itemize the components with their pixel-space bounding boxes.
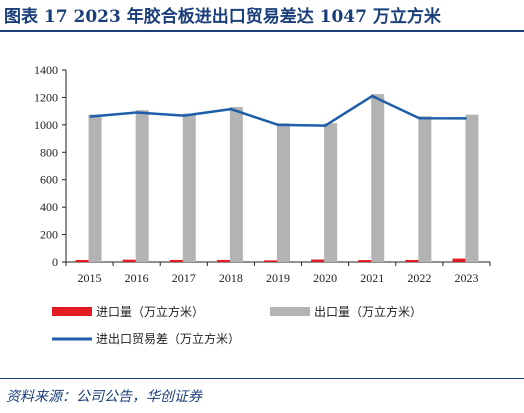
legend-label: 进出口贸易差（万立方米）: [96, 331, 240, 346]
import-bar: [122, 259, 136, 262]
y-tick-label: 800: [40, 145, 58, 159]
import-bars: [75, 258, 466, 262]
y-tick-label: 1000: [34, 118, 58, 132]
import-bar: [216, 259, 230, 262]
export-bar: [371, 94, 385, 262]
import-bar: [311, 259, 325, 262]
legend-label: 进口量（万立方米）: [96, 304, 204, 319]
import-bar: [75, 259, 89, 262]
balance-line-layer: [89, 94, 467, 127]
export-bars: [88, 94, 479, 263]
y-tick-label: 0: [52, 255, 58, 269]
import-bar: [264, 260, 277, 262]
y-tick-label: 600: [40, 173, 58, 187]
y-tick-label: 400: [40, 200, 58, 214]
export-bar: [88, 114, 102, 262]
x-tick-label: 2018: [219, 271, 243, 285]
import-bar: [452, 258, 466, 262]
import-bar: [169, 259, 183, 262]
x-tick-label: 2021: [360, 271, 384, 285]
import-bar: [358, 260, 372, 262]
import-bar: [405, 259, 419, 262]
x-tick-label: 2023: [454, 271, 478, 285]
export-bar: [229, 107, 243, 263]
x-tick-label: 2015: [78, 271, 102, 285]
x-tick-label: 2020: [313, 271, 337, 285]
x-tick-label: 2017: [172, 271, 196, 285]
footer-divider: [0, 378, 524, 379]
export-bar: [465, 114, 479, 262]
export-bar: [135, 110, 149, 262]
source-note: 资料来源：公司公告，华创证券: [6, 389, 202, 405]
title-divider: [0, 30, 524, 32]
legend-swatch: [270, 307, 310, 316]
export-bar: [182, 113, 196, 263]
export-bar: [277, 123, 290, 262]
legend-swatch: [52, 307, 92, 316]
x-tick-label: 2022: [407, 271, 431, 285]
export-bar: [418, 116, 432, 263]
y-tick-label: 200: [40, 228, 58, 242]
figure-title: 图表 17 2023 年胶合板进出口贸易差达 1047 万立方米: [4, 7, 441, 27]
x-tick-label: 2016: [125, 271, 149, 285]
y-tick-label: 1200: [34, 90, 58, 104]
export-bar: [324, 123, 338, 262]
trade-chart: 0 200 400 600 800 1000 1200 1400 2015 2016 2017 201…: [34, 63, 491, 346]
chart-legend: 进口量（万立方米） 出口量（万立方米） 进出口贸易差（万立方米）: [52, 304, 422, 346]
tick-labels: 0 200 400 600 800 1000 1200 1400 2015 2016 2017 201…: [34, 63, 478, 285]
y-tick-label: 1400: [34, 63, 58, 77]
x-tick-label: 2019: [266, 271, 290, 285]
legend-label: 出口量（万立方米）: [314, 304, 422, 319]
